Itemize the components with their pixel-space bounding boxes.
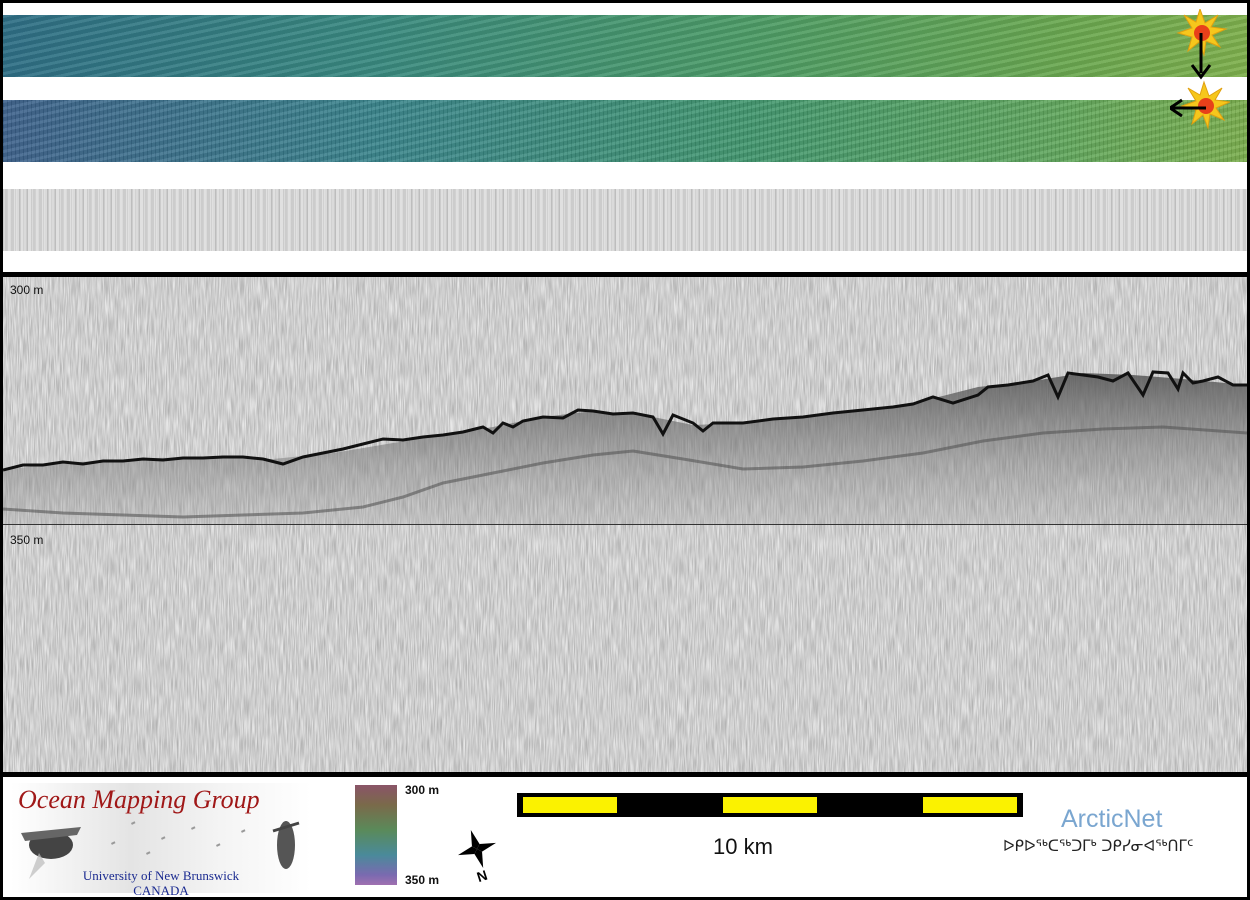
bathymetry-strip-east-lit bbox=[3, 100, 1247, 162]
scale-bar bbox=[517, 793, 1023, 817]
depth-label-top: 300 m bbox=[10, 283, 44, 297]
swath-panel bbox=[3, 3, 1247, 272]
scale-bar-segment bbox=[923, 797, 1017, 813]
north-label: N bbox=[475, 867, 490, 885]
colorbar-top-label: 300 m bbox=[405, 783, 440, 797]
seabed-reflector bbox=[3, 370, 1247, 472]
scale-label: 10 km bbox=[713, 834, 773, 859]
arrow-down-icon bbox=[1190, 33, 1212, 80]
logo-country: CANADA bbox=[133, 883, 189, 897]
logo-university: University of New Brunswick bbox=[82, 868, 240, 883]
scale-bar-segment bbox=[523, 797, 617, 813]
multibeam-vessel-icon bbox=[21, 821, 300, 879]
north-arrow-icon: N bbox=[457, 829, 497, 885]
depth-grid-line bbox=[3, 524, 1247, 525]
arcticnet-logo: ArcticNet bbox=[1061, 805, 1163, 833]
subsurface-reflector bbox=[3, 425, 1247, 519]
legend-panel: Ocean Mapping Group University of New Br… bbox=[3, 777, 1247, 897]
logo-title: Ocean Mapping Group bbox=[18, 785, 260, 814]
depth-colorbar bbox=[355, 785, 397, 885]
ocean-mapping-group-logo: Ocean Mapping Group University of New Br… bbox=[11, 783, 311, 897]
sun-illumination-icon bbox=[1170, 80, 1230, 130]
bathymetry-strip-north-lit bbox=[3, 15, 1247, 77]
sub-bottom-profile-panel: 300 m 350 m bbox=[3, 277, 1247, 772]
arcticnet-syllabics: ᐅᑭᐅᖅᑕᖅᑐᒥᒃ ᑐᑭᓯᓂᐊᖅᑎᒥᑦ bbox=[1003, 837, 1194, 855]
colorbar-bottom-label: 350 m bbox=[405, 873, 440, 887]
sediment-layer bbox=[3, 373, 1247, 525]
scale-bar-segment bbox=[723, 797, 817, 813]
depth-label-middle: 350 m bbox=[10, 533, 44, 547]
arrow-left-icon bbox=[1170, 98, 1206, 118]
sun-illumination-icon bbox=[1176, 9, 1228, 80]
backscatter-strip bbox=[3, 189, 1247, 251]
